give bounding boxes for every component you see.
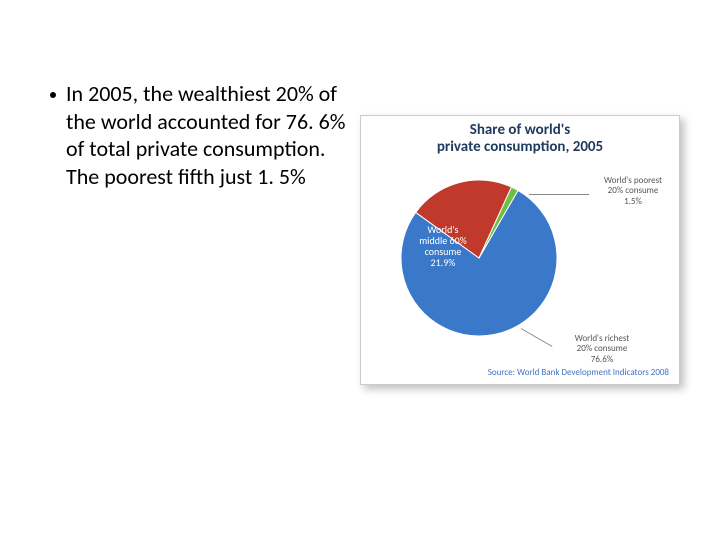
chart-source: Source: World Bank Development Indicator…	[488, 367, 669, 378]
label-poorest-l3: 1.5%	[624, 196, 642, 207]
label-richest-l1: World's richest	[575, 333, 630, 344]
bullet-dot-icon	[50, 92, 56, 98]
callout-line-poorest	[529, 194, 589, 195]
label-poorest-l1: World's poorest	[604, 175, 662, 186]
left-column: In 2005, the wealthiest 20% of the world…	[50, 80, 350, 510]
label-poorest: World's poorest 20% consume 1.5%	[589, 176, 677, 207]
chart-title: Share of world's private consumption, 20…	[361, 116, 679, 157]
bullet-text: In 2005, the wealthiest 20% of the world…	[66, 80, 350, 190]
chart-title-line1: Share of world's	[470, 121, 571, 139]
slide: In 2005, the wealthiest 20% of the world…	[0, 0, 720, 540]
label-richest: World's richest 20% consume 76.6%	[557, 334, 647, 365]
label-middle-l4: 21.9%	[431, 256, 456, 269]
bullet-item: In 2005, the wealthiest 20% of the world…	[50, 80, 350, 190]
chart-card: Share of world's private consumption, 20…	[360, 115, 680, 385]
chart-title-line2: private consumption, 2005	[437, 138, 603, 156]
label-richest-l3: 76.6%	[591, 354, 613, 365]
right-column: Share of world's private consumption, 20…	[350, 80, 690, 510]
label-richest-l2: 20% consume	[577, 343, 628, 354]
label-middle: World's middle 60% consume 21.9%	[413, 224, 473, 268]
label-poorest-l2: 20% consume	[608, 185, 659, 196]
